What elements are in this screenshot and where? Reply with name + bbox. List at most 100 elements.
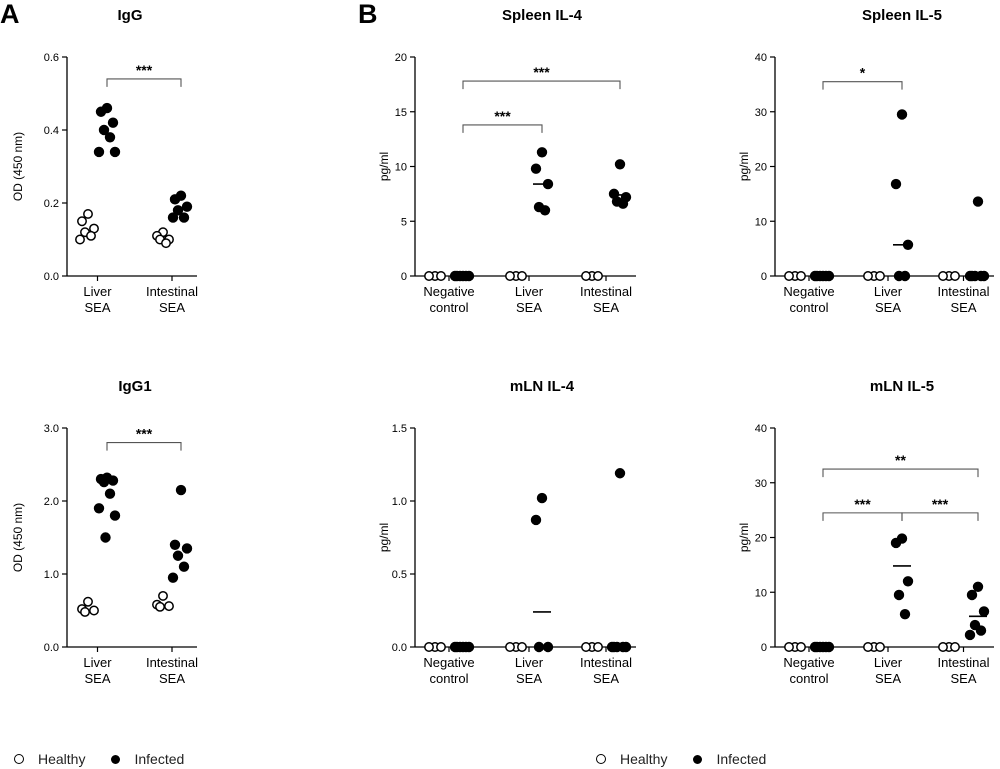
y-tick-label: 40: [755, 52, 767, 64]
healthy-point: [424, 271, 434, 281]
y-tick-label: 1.5: [392, 423, 407, 435]
x-tick-label: Liver: [515, 655, 544, 670]
significance-label: ***: [854, 496, 871, 512]
healthy-point: [950, 271, 960, 281]
infected-point: [542, 178, 554, 190]
healthy-point: [784, 642, 794, 652]
x-tick-label: Liver: [874, 655, 903, 670]
filled-circle-icon: [693, 754, 703, 764]
infected-point: [536, 492, 548, 504]
healthy-point: [593, 642, 603, 652]
x-tick-label: SEA: [950, 671, 976, 686]
x-tick-label: Intestinal: [937, 284, 989, 299]
infected-point: [902, 576, 914, 587]
x-tick-label: Liver: [515, 284, 544, 299]
y-tick-label: 2.0: [44, 496, 59, 508]
infected-point: [539, 205, 551, 216]
y-tick-label: 0: [401, 271, 407, 283]
infected-point: [890, 178, 902, 190]
legend-a: Healthy Infected: [14, 751, 184, 767]
significance-bracket: [822, 468, 979, 478]
x-tick-label: SEA: [593, 671, 619, 686]
chart-title: Spleen IL-4: [502, 7, 583, 24]
y-tick-label: 20: [755, 533, 767, 545]
significance-label: ***: [932, 496, 949, 512]
x-tick-label: Intestinal: [146, 284, 198, 299]
y-axis-label: OD (450 nm): [11, 132, 25, 201]
y-tick-label: 3.0: [44, 423, 59, 435]
infected-point: [902, 239, 914, 250]
infected-point: [820, 270, 832, 282]
y-tick-label: 0.0: [44, 642, 59, 654]
healthy-point: [436, 642, 446, 652]
healthy-point: [593, 271, 603, 281]
y-tick-label: 5: [401, 216, 407, 228]
significance-bracket: [462, 124, 543, 133]
x-tick-label: Negative: [423, 655, 474, 670]
infected-point: [93, 146, 105, 158]
infected-point: [975, 625, 987, 636]
filled-circle-icon: [111, 754, 121, 764]
infected-point: [104, 488, 116, 499]
x-tick-label: Liver: [83, 284, 112, 299]
infected-point: [820, 641, 832, 653]
open-circle-icon: [14, 754, 24, 764]
x-tick-label: control: [429, 671, 468, 686]
healthy-point: [517, 271, 527, 281]
significance-bracket: [822, 81, 903, 90]
significance-label: ***: [494, 108, 511, 124]
healthy-point: [784, 271, 794, 281]
healthy-point: [436, 271, 446, 281]
x-tick-label: SEA: [516, 300, 542, 315]
y-tick-label: 40: [755, 423, 767, 435]
healthy-point: [80, 607, 90, 617]
significance-label: ***: [136, 426, 153, 442]
y-axis-label: pg/ml: [377, 523, 391, 552]
healthy-point: [796, 642, 806, 652]
y-tick-label: 10: [395, 162, 407, 174]
significance-label: ***: [533, 64, 550, 80]
infected-point: [178, 561, 190, 572]
infected-point: [966, 589, 978, 601]
healthy-point: [89, 605, 99, 616]
y-tick-label: 20: [755, 162, 767, 174]
healthy-point: [86, 230, 96, 241]
infected-point: [617, 641, 629, 653]
significance-label: ***: [136, 62, 153, 78]
x-tick-label: control: [429, 300, 468, 315]
x-tick-label: SEA: [875, 671, 901, 686]
x-tick-label: SEA: [950, 300, 976, 315]
y-tick-label: 0: [761, 642, 767, 654]
infected-point: [167, 212, 179, 223]
y-tick-label: 0.4: [44, 125, 59, 137]
healthy-point: [581, 642, 591, 652]
x-tick-label: control: [789, 300, 828, 315]
infected-point: [893, 589, 905, 601]
open-circle-icon: [596, 754, 606, 764]
y-tick-label: 20: [395, 52, 407, 64]
chart-title: Spleen IL-5: [862, 7, 942, 24]
x-tick-label: control: [789, 671, 828, 686]
x-tick-label: SEA: [84, 671, 110, 686]
legend-healthy: Healthy: [38, 751, 86, 767]
healthy-point: [75, 234, 85, 245]
healthy-point: [875, 642, 885, 652]
legend-infected: Infected: [716, 751, 767, 767]
infected-point: [614, 159, 626, 170]
infected-point: [181, 543, 193, 554]
y-axis-label: pg/ml: [737, 152, 751, 181]
x-tick-label: Liver: [83, 655, 112, 670]
chart-3: Spleen IL-5 pg/ml 0 10 20 30 40 Negativecontrol…: [737, 7, 994, 315]
healthy-point: [83, 596, 93, 607]
y-tick-label: 10: [755, 216, 767, 228]
significance-label: **: [895, 452, 906, 468]
y-axis-label: pg/ml: [737, 523, 751, 552]
healthy-point: [505, 642, 515, 652]
healthy-point: [863, 642, 873, 652]
infected-point: [98, 476, 110, 488]
infected-point: [899, 270, 911, 282]
y-tick-label: 30: [755, 107, 767, 119]
